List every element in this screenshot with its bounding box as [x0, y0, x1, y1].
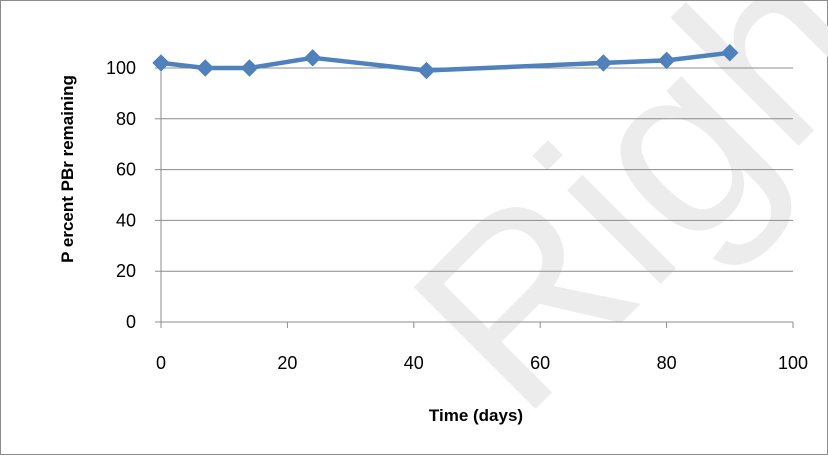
data-point-marker [153, 55, 169, 71]
y-tick-label: 20 [116, 261, 136, 281]
x-tick-label: 40 [404, 353, 424, 373]
data-point-marker [197, 60, 213, 76]
y-tick-label: 0 [126, 312, 136, 332]
x-tick-label: 100 [778, 353, 808, 373]
y-tick-label: 80 [116, 109, 136, 129]
x-axis-title: Time (days) [429, 406, 523, 425]
x-tick-label: 80 [657, 353, 677, 373]
data-point-marker [305, 50, 321, 66]
x-tick-label: 20 [277, 353, 297, 373]
y-tick-label: 100 [106, 58, 136, 78]
y-axis-title: P ercent PBr remaining [58, 75, 77, 263]
data-point-marker [241, 60, 257, 76]
data-point-marker [418, 63, 434, 79]
x-tick-label: 0 [156, 353, 166, 373]
y-tick-label: 60 [116, 160, 136, 180]
y-tick-label: 40 [116, 210, 136, 230]
x-tick-label: 60 [530, 353, 550, 373]
